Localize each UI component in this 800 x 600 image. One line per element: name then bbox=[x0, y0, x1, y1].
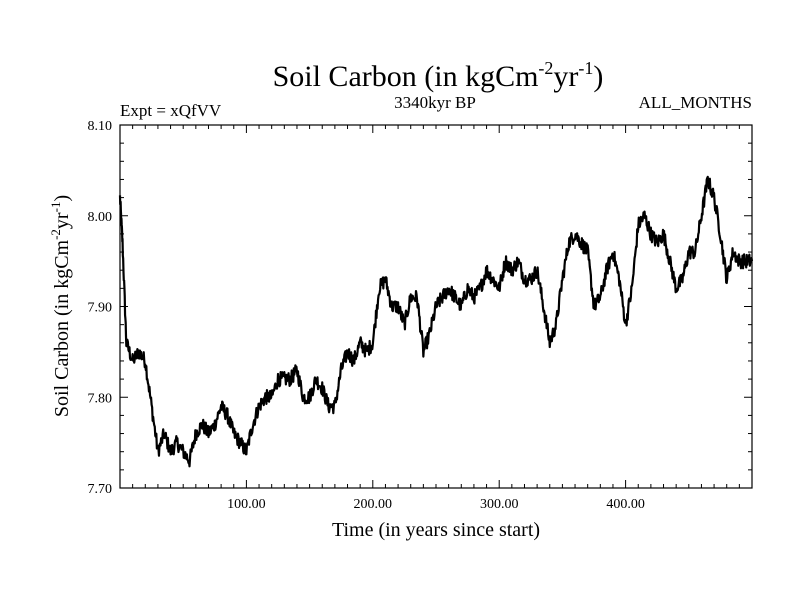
ylabel-sup2: -1 bbox=[48, 202, 63, 213]
title-main: Soil Carbon (in kgCm bbox=[273, 60, 539, 93]
x-tick-label: 200.00 bbox=[354, 497, 393, 512]
series-line bbox=[118, 175, 754, 468]
ylabel-main: Soil Carbon (in kgCm bbox=[51, 239, 73, 417]
ylabel-mid: yr bbox=[51, 212, 73, 229]
axis-tick-labels: 100.00 200.00 300.00 400.00 7.70 7.80 7.90 8.00… bbox=[88, 119, 645, 512]
title-sup1: -2 bbox=[538, 58, 553, 78]
period-label: 3340kyr BP bbox=[394, 93, 476, 112]
y-tick-label: 8.00 bbox=[88, 210, 113, 225]
months-label: ALL_MONTHS bbox=[639, 93, 752, 112]
chart-title: Soil Carbon (in kgCm-2yr-1) bbox=[273, 58, 604, 93]
axis-ticks bbox=[120, 125, 752, 488]
x-tick-label: 300.00 bbox=[480, 497, 519, 512]
series-group bbox=[118, 175, 754, 468]
y-tick-label: 7.70 bbox=[88, 482, 113, 497]
experiment-label: Expt = xQfVV bbox=[120, 101, 222, 120]
ylabel-end: ) bbox=[51, 195, 73, 202]
x-axis-label: Time (in years since start) bbox=[332, 519, 540, 541]
x-tick-label: 400.00 bbox=[606, 497, 645, 512]
y-tick-label: 8.10 bbox=[88, 119, 113, 134]
ylabel-sup1: -2 bbox=[48, 229, 63, 240]
x-tick-label: 100.00 bbox=[227, 497, 266, 512]
y-axis-label: Soil Carbon (in kgCm-2yr-1) bbox=[48, 195, 73, 417]
title-sup2: -1 bbox=[578, 58, 593, 78]
y-tick-label: 7.80 bbox=[88, 391, 113, 406]
title-mid: yr bbox=[553, 60, 578, 93]
title-end: ) bbox=[593, 60, 603, 93]
y-tick-label: 7.90 bbox=[88, 301, 113, 316]
